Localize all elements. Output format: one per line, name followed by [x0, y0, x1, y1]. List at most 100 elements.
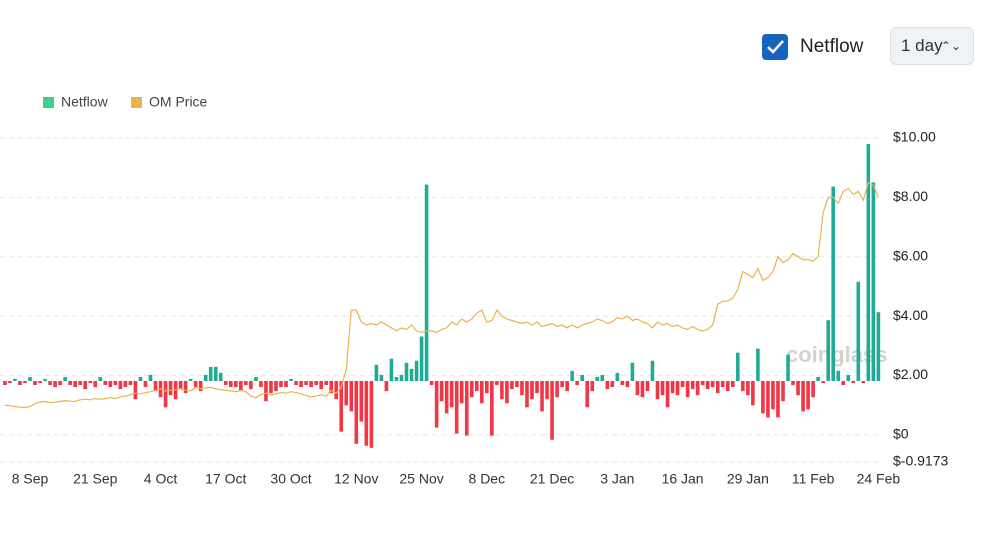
x-tick-label: 25 Nov [399, 471, 443, 487]
netflow-bar [660, 381, 665, 396]
netflow-bar [349, 381, 354, 412]
netflow-bar [585, 381, 590, 408]
x-tick-label: 3 Jan [600, 471, 634, 487]
y-tick-label: $2.00 [893, 366, 928, 382]
price-line [4, 181, 879, 409]
netflow-bar [831, 186, 835, 381]
netflow-bar [309, 381, 313, 388]
netflow-bar [670, 381, 675, 394]
y-tick-label: $10.00 [893, 129, 936, 145]
netflow-bar [530, 381, 534, 400]
netflow-bar [249, 381, 253, 390]
netflow-bar [746, 381, 750, 396]
x-tick-label: 30 Oct [270, 471, 311, 487]
netflow-bar [244, 381, 248, 386]
netflow-bar [590, 381, 595, 392]
netflow-bar [560, 381, 564, 388]
netflow-bar [580, 374, 584, 381]
netflow-bar [811, 381, 815, 398]
netflow-bar [23, 381, 27, 384]
netflow-bar [83, 381, 88, 390]
netflow-bar [545, 381, 549, 400]
netflow-bar [424, 184, 429, 381]
netflow-bar [123, 381, 128, 388]
netflow-bar [294, 381, 298, 386]
x-tick-label: 16 Jan [662, 471, 704, 487]
netflow-bar [13, 378, 17, 381]
netflow-bar [600, 374, 605, 381]
netflow-bar [334, 381, 339, 400]
netflow-bar [615, 372, 620, 381]
watermark: coinglass [786, 342, 887, 367]
x-tick-label: 8 Dec [469, 471, 506, 487]
netflow-bar [384, 381, 389, 392]
netflow-bar [289, 378, 293, 381]
netflow-bar [505, 381, 509, 404]
netflow-bar [610, 381, 615, 388]
netflow-bar [203, 374, 208, 381]
netflow-bar [354, 381, 359, 444]
netflow-bar [736, 352, 740, 381]
select-arrow: ⌃⌄ [940, 39, 961, 53]
netflow-bar [148, 374, 153, 381]
netflow-bar [284, 381, 288, 388]
netflow-bar [269, 381, 273, 394]
netflow-bar [314, 381, 318, 386]
netflow-bar [419, 336, 424, 381]
netflow-bar [369, 381, 374, 448]
netflow-bar [806, 381, 810, 410]
legend-swatch [43, 97, 54, 108]
netflow-bar [239, 381, 243, 392]
netflow-bar [339, 381, 344, 432]
netflow-bar [550, 381, 554, 440]
netflow-bar [98, 376, 103, 381]
x-tick-label: 12 Nov [334, 471, 378, 487]
netflow-bar [8, 381, 12, 384]
netflow-bar [103, 381, 108, 386]
netflow-bar [183, 381, 188, 394]
netflow-bar [705, 381, 710, 390]
netflow-bar [43, 378, 47, 381]
netflow-bar [720, 381, 725, 388]
netflow-bar [756, 348, 760, 381]
netflow-bar [520, 381, 524, 396]
netflow-bar [93, 381, 98, 388]
netflow-bar [58, 381, 62, 386]
netflow-bar [73, 381, 77, 388]
netflow-bar [379, 374, 384, 381]
netflow-bar [28, 376, 32, 381]
netflow-bar [469, 381, 474, 398]
netflow-bar [725, 381, 730, 392]
netflow-bar [409, 368, 414, 381]
netflow-bar [234, 381, 238, 388]
netflow-bar [741, 381, 745, 392]
netflow-bar [625, 381, 630, 388]
netflow-bar [389, 358, 394, 381]
netflow-bar [675, 381, 680, 396]
netflow-bar [404, 362, 409, 381]
netflow-bar [866, 144, 871, 381]
netflow-bar [188, 378, 193, 381]
netflow-bar [254, 376, 258, 381]
checkbox[interactable] [762, 34, 788, 60]
netflow-bar [650, 360, 655, 381]
netflow-bar [374, 364, 379, 381]
netflow-bar [871, 182, 876, 381]
netflow-bar [279, 381, 283, 388]
netflow-bar [444, 381, 449, 414]
netflow-bar [710, 381, 715, 388]
checkbox-label[interactable]: Netflow [800, 36, 864, 57]
interval-select[interactable]: 1 day ⌃⌄ [890, 27, 974, 65]
x-tick-label: 4 Oct [144, 471, 178, 487]
netflow-bar [776, 381, 780, 418]
netflow-bar [264, 381, 268, 402]
netflow-bar [153, 381, 158, 392]
x-tick-label: 21 Dec [530, 471, 574, 487]
netflow-bar [299, 381, 303, 388]
netflow-bar [218, 372, 223, 381]
netflow-bar [168, 381, 173, 396]
netflow-bar [801, 381, 805, 412]
netflow-bar [113, 381, 118, 386]
interval-text: 1 day [901, 36, 943, 55]
